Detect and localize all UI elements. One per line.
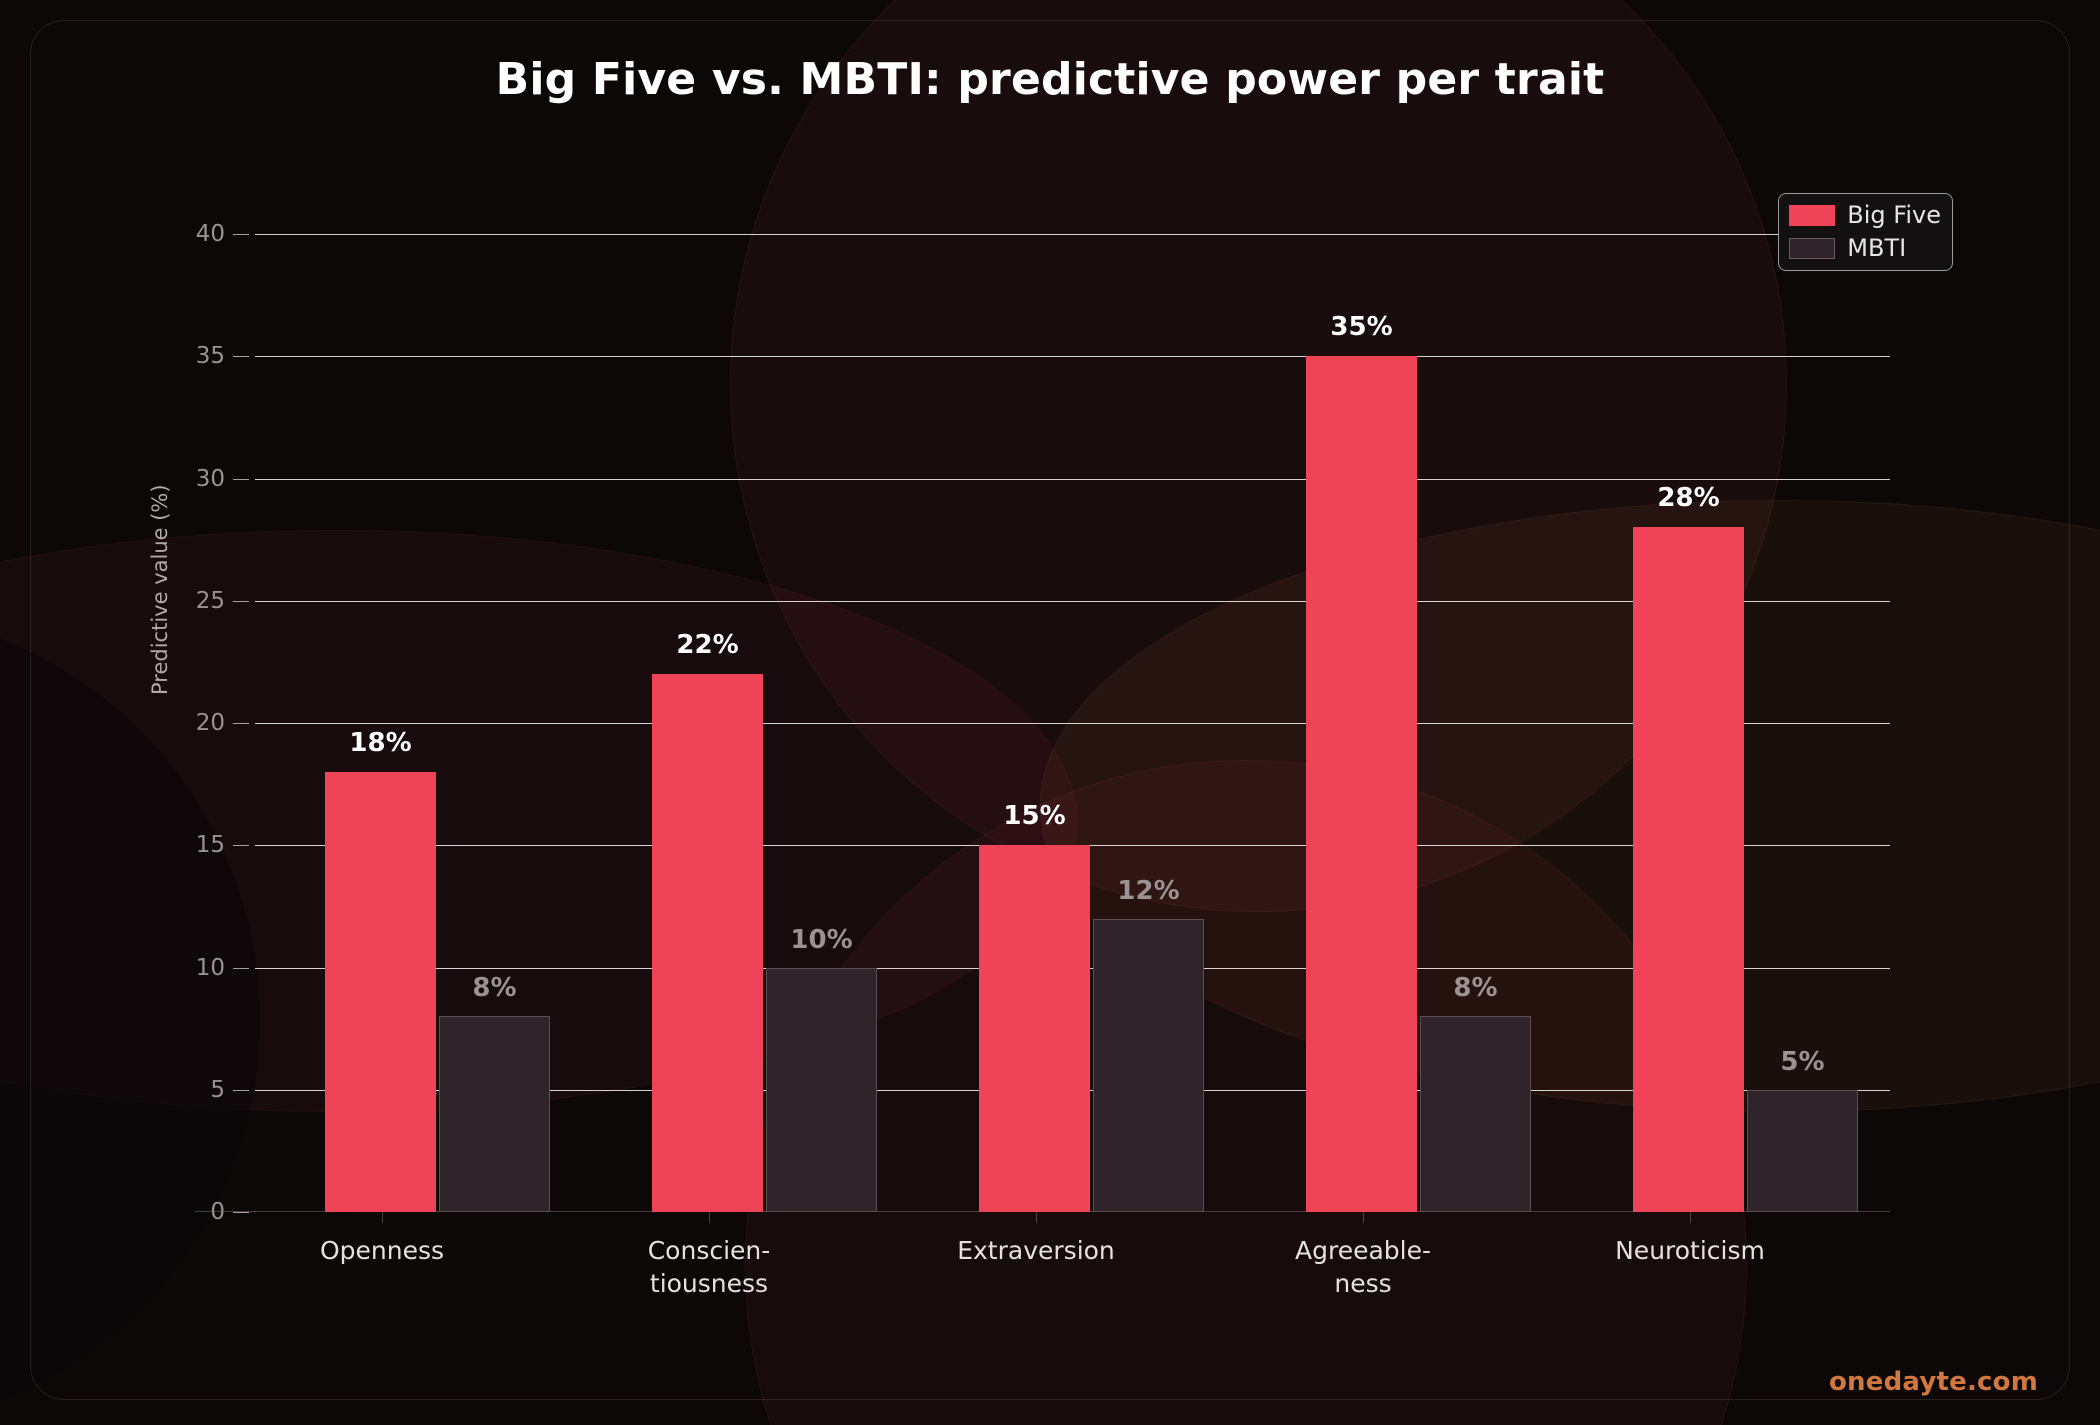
y-tick-mark xyxy=(233,478,249,480)
bar-group: 28% 5% Neuroticism xyxy=(1563,234,1890,1265)
legend[interactable]: Big Five MBTI xyxy=(1778,193,1953,271)
gridline xyxy=(255,234,1890,235)
x-tick-mark xyxy=(709,1212,710,1223)
bar-value-label: 10% xyxy=(790,924,853,955)
y-tick-label: 30 xyxy=(195,465,225,492)
bar-mbti[interactable]: 12% xyxy=(1093,876,1204,1212)
y-tick-label: 40 xyxy=(195,221,225,247)
bar-bigfive[interactable]: 28% xyxy=(1633,483,1744,1212)
bar-value-label: 22% xyxy=(676,630,739,661)
bar-bigfive[interactable]: 22% xyxy=(652,630,763,1212)
y-tick-mark xyxy=(233,845,249,847)
y-tick-mark xyxy=(233,967,249,969)
x-tick-mark xyxy=(1363,1212,1364,1223)
x-tick-mark xyxy=(1036,1212,1037,1223)
bar-bigfive[interactable]: 15% xyxy=(979,801,1090,1212)
y-tick-mark xyxy=(233,234,249,235)
chart-title: Big Five vs. MBTI: predictive power per … xyxy=(495,54,1605,105)
bar-value-label: 18% xyxy=(349,727,412,758)
plot-area: 0 5 10 15 20 25 30 35 40 18% 8% Openness 22% 10% Cons… xyxy=(195,221,1890,1298)
y-tick-mark xyxy=(233,1089,249,1091)
y-tick-label: 20 xyxy=(195,710,225,736)
bar-value-label: 5% xyxy=(1780,1046,1825,1077)
gridline xyxy=(255,356,1890,358)
bar-group: 15% 12% Extraversion xyxy=(909,234,1236,1265)
y-tick-label: 5 xyxy=(210,1076,225,1103)
legend-label: Big Five xyxy=(1847,201,1941,229)
gridline xyxy=(255,478,1890,480)
y-tick-label: 10 xyxy=(195,954,225,981)
watermark: onedayte.com xyxy=(1828,1367,2038,1397)
x-tick-mark xyxy=(1690,1212,1691,1223)
bar-value-label: 35% xyxy=(1330,312,1393,343)
legend-swatch-mbti xyxy=(1789,237,1836,259)
gridline xyxy=(255,600,1890,602)
bar-bigfive[interactable]: 35% xyxy=(1306,312,1417,1212)
bar-value-label: 8% xyxy=(472,973,517,1004)
legend-label: MBTI xyxy=(1847,234,1907,262)
bar-value-label: 28% xyxy=(1657,483,1720,514)
y-tick-mark xyxy=(233,600,249,602)
bar-mbti[interactable]: 8% xyxy=(1420,973,1531,1212)
bar-value-label: 15% xyxy=(1003,801,1066,832)
x-axis-category-label: Extraversion xyxy=(957,1236,1115,1265)
x-axis-category-label: Agreeable- ness xyxy=(1295,1236,1431,1298)
x-axis-category-label: Conscien- tiousness xyxy=(647,1236,771,1298)
bar-group: 35% 8% Agreeable- ness xyxy=(1236,234,1563,1298)
bar-group: 18% 8% Openness xyxy=(255,234,582,1265)
bar-mbti[interactable]: 5% xyxy=(1747,1047,1858,1212)
y-tick-label: 25 xyxy=(195,587,225,614)
bar-group: 22% 10% Conscien- tiousness xyxy=(582,234,909,1298)
legend-item[interactable]: Big Five xyxy=(1789,201,1941,229)
x-axis-category-label: Openness xyxy=(319,1236,445,1265)
bar-mbti[interactable]: 8% xyxy=(439,973,550,1212)
bar-mbti[interactable]: 10% xyxy=(766,925,877,1212)
x-axis-category-label: Neuroticism xyxy=(1615,1236,1765,1265)
y-tick-mark xyxy=(233,356,249,358)
gridline xyxy=(255,723,1890,724)
legend-item[interactable]: MBTI xyxy=(1789,234,1941,262)
y-tick-label: 0 xyxy=(210,1199,225,1225)
y-tick-label: 35 xyxy=(195,343,225,370)
x-tick-mark xyxy=(382,1212,383,1223)
bar-bigfive[interactable]: 18% xyxy=(325,728,436,1212)
y-tick-mark xyxy=(233,1212,249,1213)
y-tick-label: 15 xyxy=(195,832,225,859)
bar-value-label: 8% xyxy=(1453,973,1498,1004)
y-tick-mark xyxy=(233,723,249,724)
legend-swatch-bigfive xyxy=(1789,204,1836,226)
bar-value-label: 12% xyxy=(1117,875,1180,906)
